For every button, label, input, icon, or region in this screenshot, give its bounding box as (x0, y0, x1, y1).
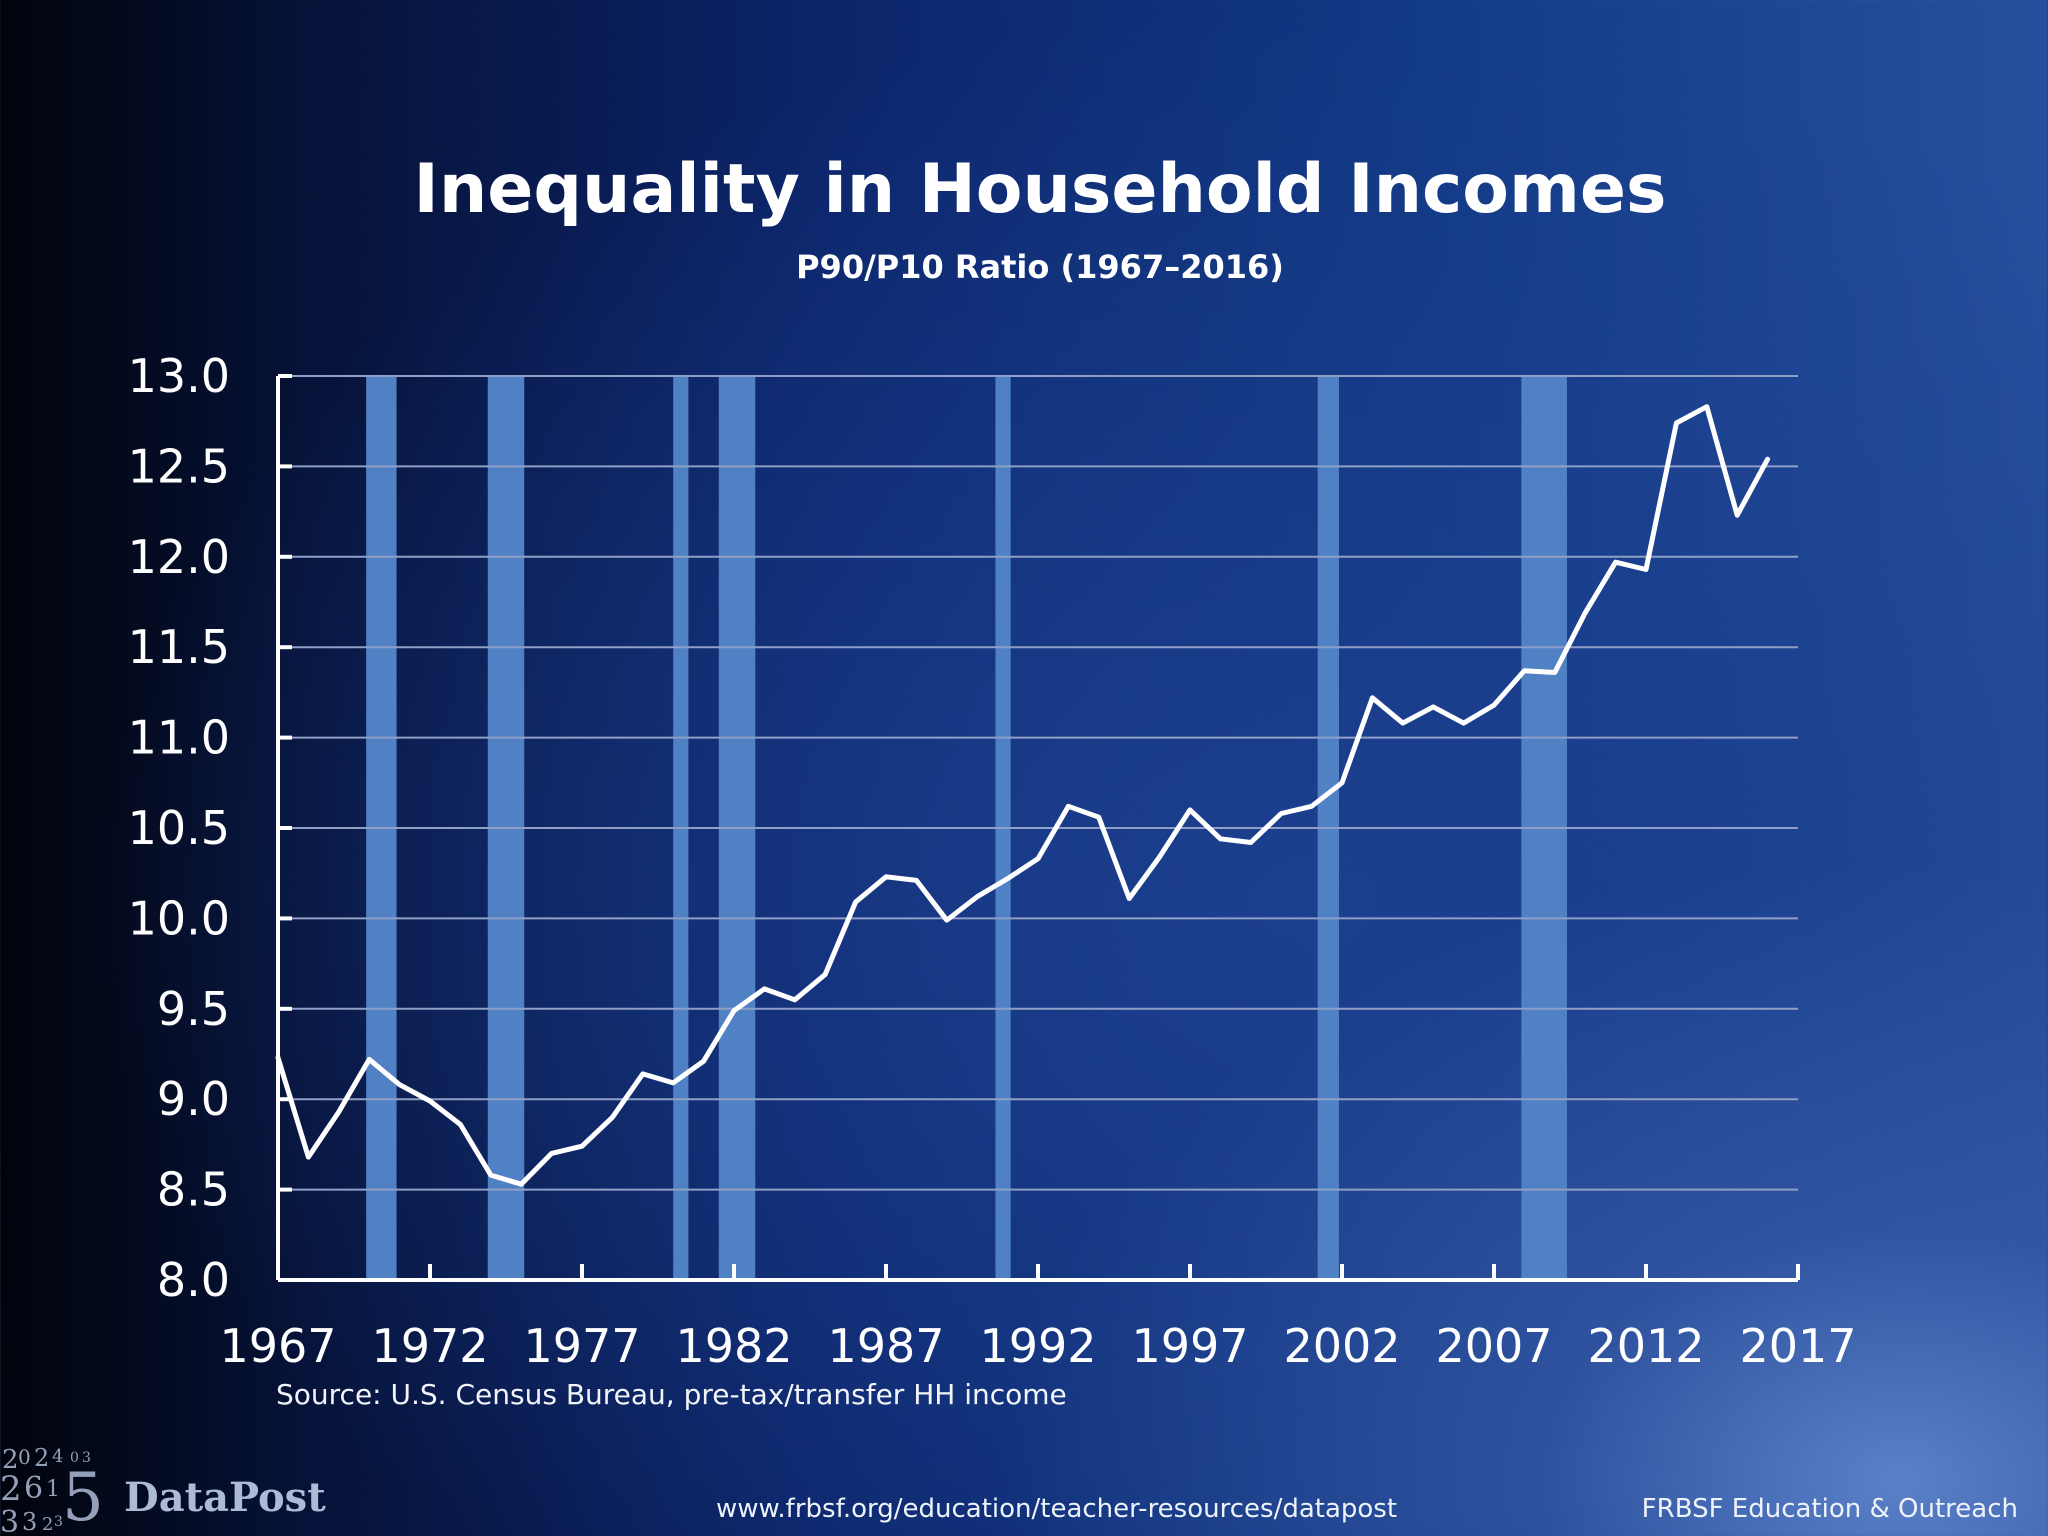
svg-text:4: 4 (52, 1446, 63, 1467)
svg-text:3: 3 (82, 1450, 91, 1466)
y-tick-label: 9.0 (157, 1072, 230, 1126)
y-tick-label: 9.5 (157, 982, 230, 1036)
series-line (275, 404, 1771, 1187)
x-tick-label: 2017 (1739, 1319, 1856, 1373)
svg-text:0: 0 (18, 1445, 31, 1469)
y-tick-label: 8.0 (157, 1253, 230, 1307)
recession-bands (366, 376, 1567, 1280)
brand-name: DataPost (124, 1474, 326, 1521)
x-tick-label: 2012 (1587, 1319, 1704, 1373)
svg-text:0: 0 (70, 1450, 79, 1466)
y-tick-label: 10.0 (128, 891, 230, 945)
svg-text:1: 1 (46, 1477, 60, 1502)
x-tick-label: 1977 (523, 1319, 640, 1373)
line-chart: 8.0 8.5 9.0 9.5 10.0 10.5 11.0 11.5 12.0 12.5 13.0… (128, 349, 1856, 1373)
svg-text:2: 2 (2, 1445, 19, 1475)
svg-text:2: 2 (34, 1444, 49, 1472)
datapost-logo-icon: 2 0 2 4 0 3 2 6 1 5 3 3 2 3 (0, 1444, 104, 1536)
x-tick-label: 1992 (979, 1319, 1096, 1373)
y-tick-label: 8.5 (157, 1163, 230, 1217)
gridlines (278, 375, 1798, 1191)
svg-text:5: 5 (62, 1459, 104, 1536)
x-tick-labels: 1967 1972 1977 1982 1987 1992 1997 2002 2007 2012… (219, 1319, 1856, 1373)
chart-subtitle: P90/P10 Ratio (1967–2016) (796, 248, 1284, 286)
svg-text:6: 6 (24, 1471, 43, 1506)
y-tick-labels: 8.0 8.5 9.0 9.5 10.0 10.5 11.0 11.5 12.0 12.5 13.0 (128, 349, 230, 1307)
y-tick-label: 10.5 (128, 801, 230, 855)
x-tick-label: 2007 (1435, 1319, 1552, 1373)
chart-title: Inequality in Household Incomes (413, 150, 1667, 229)
y-tick-label: 13.0 (128, 349, 230, 403)
x-tick-label: 1997 (1131, 1319, 1248, 1373)
footer-org: FRBSF Education & Outreach (1641, 1494, 2018, 1524)
svg-text:2: 2 (42, 1514, 53, 1535)
x-tick-label: 1972 (371, 1319, 488, 1373)
source-note: Source: U.S. Census Bureau, pre-tax/tran… (276, 1378, 1067, 1411)
footer-url[interactable]: www.frbsf.org/education/teacher-resource… (716, 1494, 1398, 1524)
svg-text:3: 3 (54, 1514, 63, 1530)
series-lines (275, 404, 1771, 1187)
x-tick-label: 1982 (675, 1319, 792, 1373)
svg-text:2: 2 (0, 1469, 22, 1509)
y-tick-label: 11.5 (128, 620, 230, 674)
y-tick-label: 12.5 (128, 439, 230, 493)
x-tick-label: 1987 (827, 1319, 944, 1373)
svg-text:3: 3 (22, 1508, 37, 1536)
svg-text:3: 3 (0, 1505, 19, 1536)
y-tick-label: 12.0 (128, 530, 230, 584)
x-tick-label: 2002 (1283, 1319, 1400, 1373)
x-tick-label: 1967 (219, 1319, 336, 1373)
y-tick-label: 11.0 (128, 711, 230, 765)
